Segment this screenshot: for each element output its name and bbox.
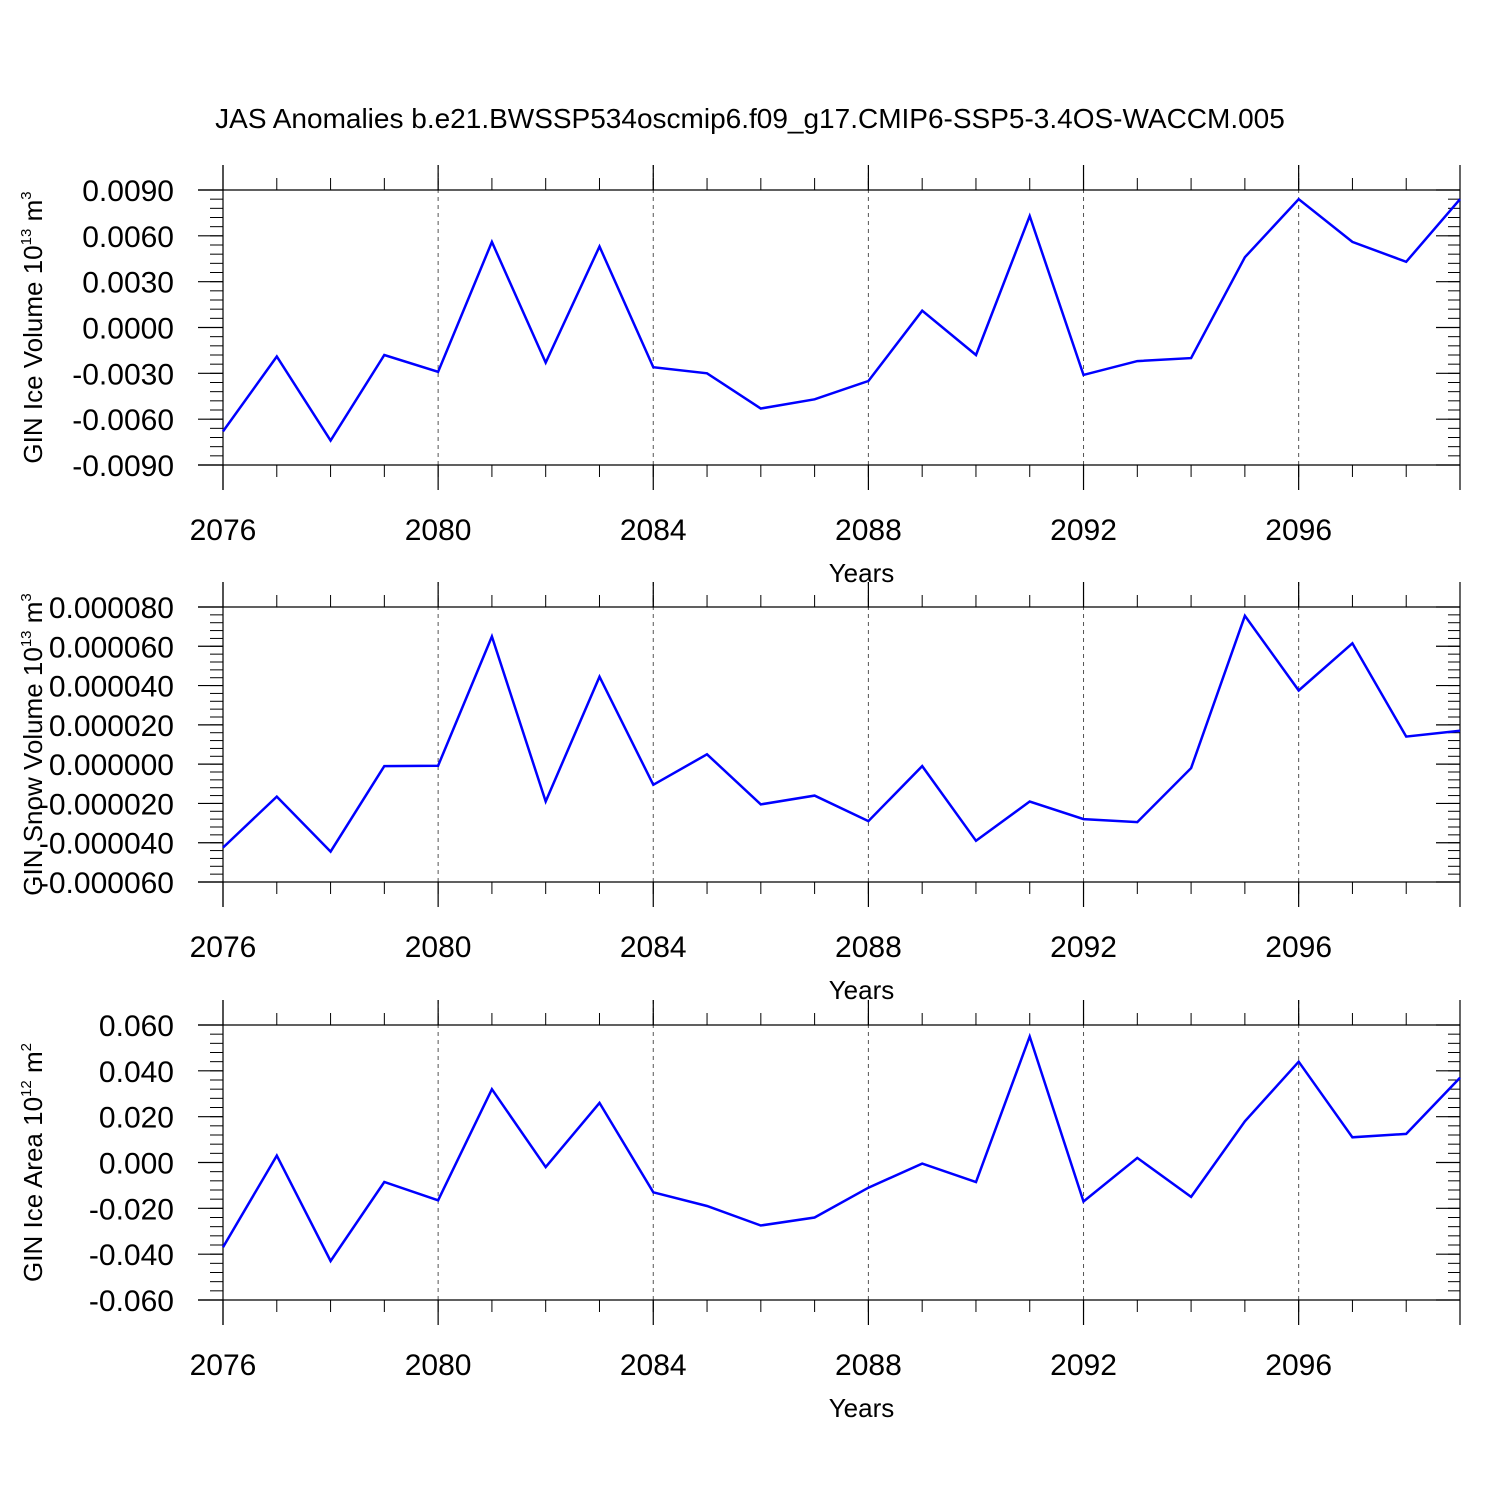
y-tick-label: 0.040 <box>99 1056 174 1089</box>
y-tick-label: 0.020 <box>99 1102 174 1135</box>
panel-2: -0.000060 -0.000040 -0.000020 0.000000 0.000… <box>18 582 1461 1005</box>
panel-1: -0.0090 -0.0060 -0.0030 0.0000 0.0030 0.0060 0… <box>18 165 1461 588</box>
y-tick-label: 0.0090 <box>82 175 174 208</box>
x-tick-label: 2084 <box>620 514 687 547</box>
x-axis-label: Years <box>829 1393 895 1423</box>
y-tick-label: -0.020 <box>89 1193 174 1226</box>
y-tick-label: 0.0060 <box>82 221 174 254</box>
series-line <box>222 613 1461 854</box>
y-tick-label: -0.0060 <box>72 404 174 437</box>
x-tick-label: 2088 <box>835 931 902 964</box>
x-tick-label: 2084 <box>620 931 687 964</box>
x-tick-label: 2096 <box>1265 1349 1332 1382</box>
y-axis-label: GIN Ice Area 1012 m2 <box>18 1043 48 1282</box>
x-tick-label: 2076 <box>190 514 257 547</box>
x-tick-label: 2088 <box>835 514 902 547</box>
y-tick-label: 0.000060 <box>49 631 174 664</box>
x-tick-label: 2092 <box>1050 1349 1117 1382</box>
y-tick-label: 0.0030 <box>82 267 174 300</box>
x-tick-label: 2076 <box>190 1349 257 1382</box>
y-tick-label: 0.000040 <box>49 671 174 704</box>
x-tick-label: 2084 <box>620 1349 687 1382</box>
x-tick-label: 2096 <box>1265 931 1332 964</box>
x-tick-label: 2092 <box>1050 514 1117 547</box>
y-tick-label: 0.000080 <box>49 592 174 625</box>
x-tick-label: 2080 <box>405 1349 472 1382</box>
y-tick-label: 0.000 <box>99 1148 174 1181</box>
y-axis-label: GIN Snow Volume 1013 m3 <box>18 593 48 896</box>
series-line <box>221 197 1461 443</box>
y-tick-label: -0.060 <box>89 1285 174 1318</box>
x-tick-label: 2080 <box>405 514 472 547</box>
x-tick-label: 2076 <box>190 931 257 964</box>
chart-title: JAS Anomalies b.e21.BWSSP534oscmip6.f09_… <box>215 103 1285 134</box>
y-tick-label: 0.000020 <box>49 710 174 743</box>
y-tick-label: 0.060 <box>99 1010 174 1043</box>
y-axis-label: GIN Ice Volume 1013 m3 <box>18 191 48 463</box>
y-tick-label: -0.000020 <box>39 788 174 821</box>
y-tick-label: -0.040 <box>89 1239 174 1272</box>
y-tick-label: -0.0090 <box>72 450 174 483</box>
x-axis-label: Years <box>829 975 895 1005</box>
x-tick-label: 2092 <box>1050 931 1117 964</box>
x-tick-label: 2088 <box>835 1349 902 1382</box>
y-tick-label: -0.0030 <box>72 358 174 391</box>
y-tick-label: 0.0000 <box>82 313 174 346</box>
series-line <box>221 1032 1461 1264</box>
panel-3: -0.060 -0.040 -0.020 0.000 0.020 0.040 0.060 20… <box>18 1000 1461 1423</box>
y-tick-label: 0.000000 <box>49 749 174 782</box>
y-tick-label: -0.000040 <box>39 828 174 861</box>
y-tick-label: -0.000060 <box>39 867 174 900</box>
x-axis-label: Years <box>829 558 895 588</box>
x-tick-label: 2080 <box>405 931 472 964</box>
chart-panels: -0.0090 -0.0060 -0.0030 0.0000 0.0030 0.0060 0… <box>18 165 1461 1423</box>
x-tick-label: 2096 <box>1265 514 1332 547</box>
